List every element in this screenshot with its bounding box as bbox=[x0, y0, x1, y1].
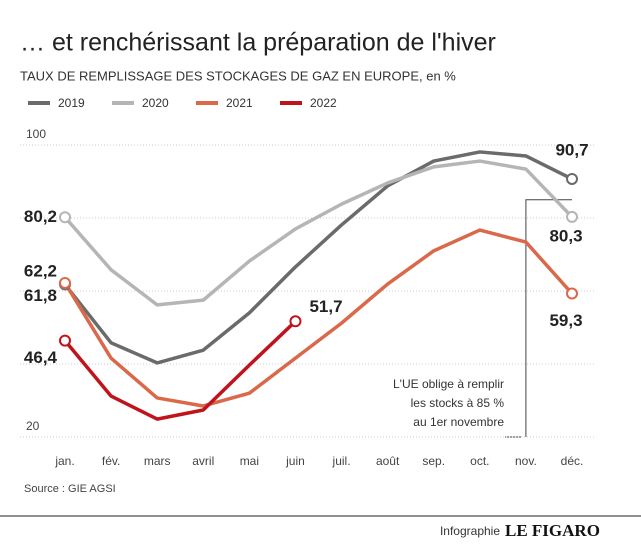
data-label: 80,3 bbox=[549, 226, 582, 245]
legend-label: 2022 bbox=[310, 96, 337, 110]
x-tick-label: août bbox=[376, 454, 400, 468]
data-label: 51,7 bbox=[309, 297, 342, 316]
x-tick-label: avril bbox=[192, 454, 214, 468]
series-line bbox=[63, 150, 573, 365]
point-marker bbox=[566, 172, 578, 185]
annotation: les stocks à 85 % bbox=[411, 396, 505, 410]
x-tick-label: juin bbox=[285, 454, 305, 468]
series-line bbox=[63, 320, 297, 421]
data-label: 90,7 bbox=[555, 140, 588, 159]
data-label: 59,3 bbox=[549, 311, 582, 330]
x-tick-label: juil. bbox=[332, 454, 351, 468]
data-label: 46,4 bbox=[24, 348, 58, 367]
y-tick-label: 20 bbox=[26, 419, 40, 433]
point-marker bbox=[59, 276, 71, 289]
chart-title: … et renchérissant la préparation de l'h… bbox=[20, 29, 496, 57]
x-tick-label: nov. bbox=[515, 454, 537, 468]
source: Source : GIE AGSI bbox=[24, 483, 116, 495]
x-tick-label: sep. bbox=[422, 454, 445, 468]
annotation: L'UE oblige à remplir bbox=[393, 377, 504, 391]
x-tick-label: fév. bbox=[102, 454, 120, 468]
chart-subtitle: TAUX DE REMPLISSAGE DES STOCKAGES DE GAZ… bbox=[20, 68, 456, 83]
x-tick-label: mai bbox=[240, 454, 259, 468]
x-tick-label: oct. bbox=[470, 454, 489, 468]
annotation: au 1er novembre bbox=[413, 415, 504, 429]
point-marker bbox=[59, 211, 71, 224]
point-marker bbox=[566, 210, 578, 223]
x-tick-label: mars bbox=[144, 454, 171, 468]
point-marker bbox=[566, 287, 578, 300]
data-label: 62,2 bbox=[24, 261, 57, 280]
point-marker bbox=[289, 315, 302, 328]
y-tick-label: 100 bbox=[26, 127, 46, 141]
credit: Infographie bbox=[440, 524, 500, 538]
data-label: 61,8 bbox=[24, 286, 57, 305]
series-line bbox=[63, 228, 574, 408]
x-tick-label: déc. bbox=[561, 454, 584, 468]
x-tick-label: jan. bbox=[54, 454, 74, 468]
legend-label: 2019 bbox=[58, 96, 85, 110]
point-marker bbox=[59, 334, 71, 347]
legend-label: 2021 bbox=[226, 96, 253, 110]
series-line bbox=[63, 159, 574, 307]
legend-label: 2020 bbox=[142, 96, 169, 110]
data-label: 80,2 bbox=[24, 207, 57, 226]
brand: LE FIGARO bbox=[505, 521, 600, 540]
